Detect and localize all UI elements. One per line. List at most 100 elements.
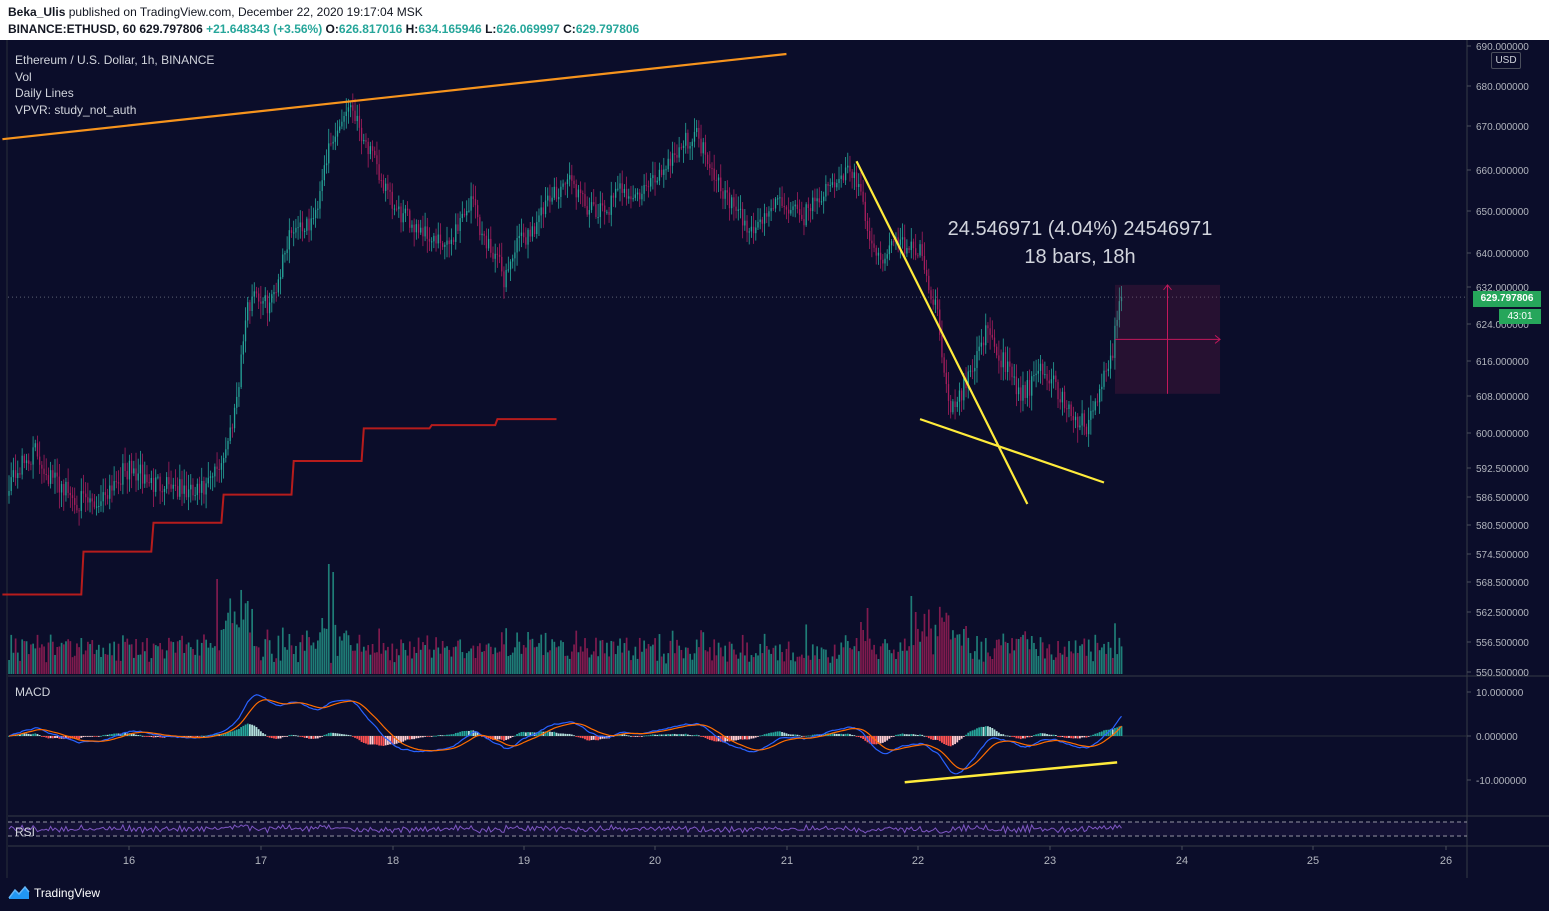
macd-histogram-bar xyxy=(360,736,363,742)
volume-bar xyxy=(163,658,166,674)
candle-body xyxy=(879,252,882,260)
macd-histogram-bar xyxy=(253,725,256,736)
candle-body xyxy=(829,184,831,186)
volume-bar xyxy=(413,646,416,674)
volume-bar xyxy=(323,628,326,674)
candle-body xyxy=(577,189,580,198)
volume-bar xyxy=(680,649,683,674)
candle-body xyxy=(69,492,71,496)
volume-bar xyxy=(496,652,499,674)
candle-body xyxy=(30,463,32,465)
macd-histogram-bar xyxy=(575,736,578,737)
macd-histogram-bar xyxy=(192,736,194,737)
candle-body xyxy=(571,175,573,181)
tradingview-logo-icon[interactable] xyxy=(8,885,30,901)
price-tick-label: 660.000000 xyxy=(1476,166,1529,177)
macd-histogram-bar xyxy=(25,733,28,736)
candle-body xyxy=(435,235,437,244)
volume-bar xyxy=(917,628,919,674)
volume-bar xyxy=(925,636,928,674)
currency-badge[interactable]: USD xyxy=(1491,52,1521,69)
macd-histogram-bar xyxy=(354,736,356,738)
candle-body xyxy=(494,253,496,259)
volume-bar xyxy=(579,646,582,674)
volume-bar xyxy=(58,646,61,674)
macd-histogram-bar xyxy=(402,736,405,742)
volume-bar xyxy=(71,657,74,674)
macd-histogram-bar xyxy=(993,729,996,736)
candle-body xyxy=(825,183,827,197)
macd-histogram-bar xyxy=(422,736,424,738)
macd-histogram-bar xyxy=(297,735,299,737)
time-axis[interactable]: 16 17 18 19 20 21 22 23 24 25 26 xyxy=(123,846,1452,867)
measure-tool[interactable] xyxy=(1114,284,1221,394)
volume-bar xyxy=(735,654,737,674)
legend-rsi[interactable]: RSI xyxy=(15,825,36,839)
volume-bar xyxy=(698,647,700,674)
candle-body xyxy=(363,139,365,142)
volume-bar xyxy=(1118,637,1121,674)
publisher-name[interactable]: Beka_Ulis xyxy=(8,5,66,19)
macd-histogram-bar xyxy=(432,735,435,737)
volume-bar xyxy=(592,651,595,674)
volume-bar xyxy=(752,657,755,674)
volume-bar xyxy=(689,653,691,674)
candle-body xyxy=(1002,352,1004,368)
candle-body xyxy=(656,180,658,183)
volume-bars xyxy=(8,564,1123,674)
price-axis[interactable]: 690.000000680.000000670.000000660.000000… xyxy=(1467,42,1529,679)
macd-histogram-bar xyxy=(135,734,137,736)
macd-histogram-bar xyxy=(643,735,645,737)
volume-bar xyxy=(198,655,201,674)
candle-body xyxy=(1028,380,1031,396)
candle-body xyxy=(148,482,150,484)
trendlines[interactable] xyxy=(2,52,1105,505)
candle-body xyxy=(801,214,803,220)
macd-histogram-bar xyxy=(800,735,803,737)
volume-bar xyxy=(1035,649,1038,674)
volume-bar xyxy=(822,649,825,674)
chart-title[interactable]: Ethereum / U.S. Dollar, 1h, BINANCE xyxy=(15,53,215,67)
macd-histogram-bar xyxy=(268,736,271,738)
volume-bar xyxy=(281,627,284,674)
candle-body xyxy=(52,470,54,478)
macd-histogram-bar xyxy=(914,734,917,736)
legend-vol[interactable]: Vol xyxy=(15,70,32,84)
volume-bar xyxy=(419,649,422,674)
candle-body xyxy=(389,189,391,192)
macd-histogram-bar xyxy=(56,736,59,739)
macd-histogram-bar xyxy=(704,736,707,738)
volume-bar xyxy=(341,640,343,674)
candle-body xyxy=(527,229,529,245)
chart-area[interactable]: 690.000000 680.000000 670.000000 660.000000… xyxy=(0,40,1549,878)
legend-macd[interactable]: MACD xyxy=(15,685,51,699)
macd-histogram-bar xyxy=(91,736,94,737)
macd-histogram-bar xyxy=(969,731,972,736)
volume-bar xyxy=(982,661,985,674)
volume-bar xyxy=(584,638,586,674)
chart-canvas[interactable]: 690.000000680.000000670.000000660.000000… xyxy=(0,40,1549,878)
candle-body xyxy=(205,483,207,495)
legend-vpvr[interactable]: VPVR: study_not_auth xyxy=(15,103,137,117)
candle-body xyxy=(728,192,731,209)
candle-body xyxy=(665,169,667,171)
macd-histogram-bar xyxy=(737,736,740,740)
candle-body xyxy=(941,334,943,358)
candle-body xyxy=(485,235,488,249)
candle-body xyxy=(512,258,514,262)
candle-body xyxy=(382,180,385,191)
macd-histogram-bar xyxy=(231,731,234,736)
macd-histogram-bar xyxy=(518,732,521,736)
volume-bar xyxy=(277,635,280,674)
legend-daily-lines[interactable]: Daily Lines xyxy=(15,86,74,100)
volume-bar xyxy=(139,654,142,674)
macd-histogram-bar xyxy=(844,733,847,736)
volume-bar xyxy=(1103,643,1105,674)
volume-bar xyxy=(518,641,521,674)
macd-histogram-bar xyxy=(531,732,534,736)
footer-brand[interactable]: TradingView xyxy=(34,886,101,900)
candle-body xyxy=(987,325,989,329)
macd-histogram-bar xyxy=(568,733,571,736)
macd-histogram-bar xyxy=(680,734,683,736)
